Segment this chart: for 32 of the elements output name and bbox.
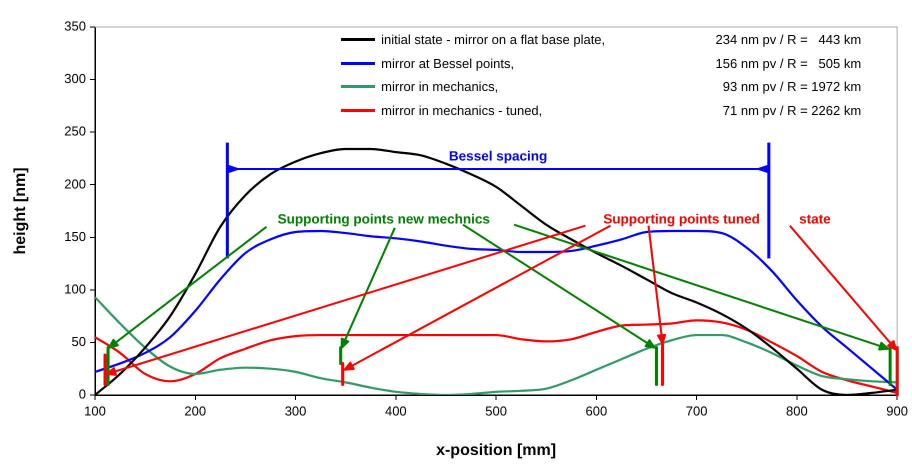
legend-label: mirror at Bessel points, [381,56,516,71]
y-tick-label: 100 [64,281,86,296]
annotation: state [799,212,831,227]
y-tick-label: 250 [64,124,86,139]
x-tick-label: 800 [786,403,808,418]
x-tick-label: 500 [485,403,507,418]
annotation: 93 nm pv / R = 1972 km [722,79,862,94]
x-tick-label: 300 [284,403,306,418]
annotation: 234 nm pv / R = 443 km [714,32,862,48]
y-axis-title: height [nm] [12,167,30,255]
legend-label: initial state - mirror on a flat base plate, [381,32,606,48]
y-tick-label: 300 [64,71,86,86]
y-tick-label: 200 [64,176,86,192]
y-tick-label: 50 [72,334,86,350]
annotation: Bessel spacing [448,148,548,164]
x-tick-label: 700 [686,403,708,418]
y-tick-label: 0 [78,386,86,402]
annotation: Supporting points new mechnics [278,212,490,227]
y-tick-label: 150 [64,228,86,244]
annotation: Supporting points tuned [603,212,760,227]
x-axis-title: x-position [mm] [436,442,556,459]
legend-label: mirror in mechanics - tuned, [381,102,544,118]
x-tick-label: 600 [585,403,608,418]
annotation: 71 nm pv / R = 2262 km [722,102,862,118]
x-tick-label: 900 [886,403,908,418]
legend-label: mirror in mechanics, [381,79,500,94]
line-series [95,230,898,391]
x-tick-label: 100 [84,403,106,418]
x-tick-label: 400 [384,403,407,418]
y-tick-label: 350 [64,18,86,34]
x-tick-label: 200 [184,403,206,418]
annotation: 156 nm pv / R = 505 km [714,56,862,71]
